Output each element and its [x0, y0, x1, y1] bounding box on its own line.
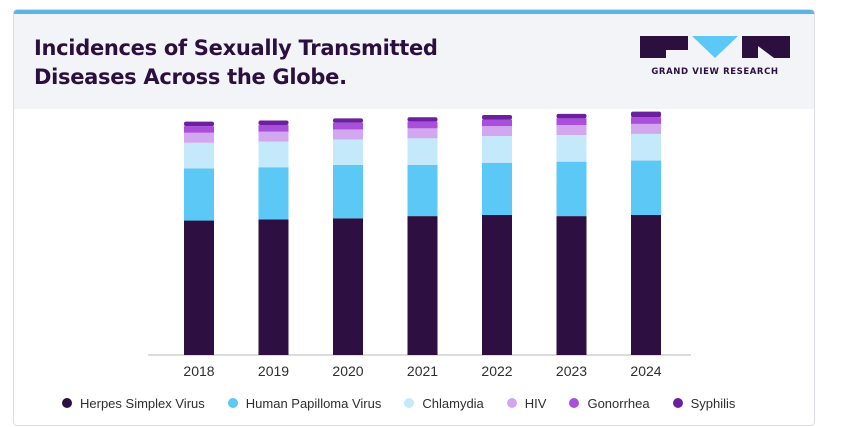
bar-segment-hiv-2022 [482, 126, 512, 137]
logo-left-block [640, 36, 688, 58]
bar-segment-gonorrhea-2022 [482, 119, 512, 127]
legend-label-herpes-simplex-virus: Herpes Simplex Virus [80, 395, 205, 411]
bar-segment-herpes-simplex-virus-2018 [184, 220, 214, 355]
bar-segment-hiv-2020 [333, 129, 363, 140]
bar-segment-human-papilloma-virus-2024 [631, 160, 661, 215]
legend-label-syphilis: Syphilis [690, 395, 736, 411]
bar-segment-chlamydia-2024 [631, 133, 661, 161]
bar-segment-chlamydia-2018 [184, 142, 214, 169]
bar-segment-herpes-simplex-virus-2024 [631, 215, 661, 355]
logo-triangle [692, 36, 738, 58]
bar-segment-herpes-simplex-virus-2022 [482, 215, 512, 355]
chart-legend: Herpes Simplex Virus Human Papilloma Viru… [62, 394, 758, 412]
bar-segment-syphilis-2021 [407, 117, 438, 122]
bar-segment-syphilis-2024 [631, 111, 661, 118]
legend-swatch-chlamydia [404, 398, 415, 408]
bar-segment-chlamydia-2023 [556, 135, 587, 162]
bar-segment-human-papilloma-virus-2020 [333, 165, 363, 219]
legend-label-gonorrhea: Gonorrhea [587, 395, 650, 411]
bar-segment-hiv-2023 [556, 125, 587, 135]
x-tick-label-2019: 2019 [258, 363, 289, 379]
chart-card: Incidences of Sexually Transmitted Disea… [13, 9, 815, 426]
bar-segment-gonorrhea-2023 [556, 118, 587, 125]
legend-swatch-syphilis [672, 398, 683, 408]
bar-segment-herpes-simplex-virus-2021 [407, 216, 438, 355]
bar-segment-syphilis-2020 [333, 118, 363, 123]
legend-swatch-human-papilloma-virus [227, 398, 238, 408]
bar-segment-gonorrhea-2021 [407, 121, 438, 129]
legend-label-chlamydia: Chlamydia [422, 395, 484, 411]
bar-segment-chlamydia-2019 [258, 141, 289, 168]
bar-segment-hiv-2024 [631, 123, 661, 134]
legend-item-hiv: HIV [506, 395, 547, 411]
legend-label-human-papilloma-virus: Human Papilloma Virus [245, 395, 382, 411]
x-tick-label-2022: 2022 [481, 363, 512, 379]
bar-stack-2024 [631, 111, 661, 355]
bar-segment-chlamydia-2020 [333, 139, 363, 165]
legend-swatch-herpes-simplex-virus [62, 398, 72, 408]
x-tick-label-2018: 2018 [183, 363, 214, 379]
bar-segment-syphilis-2018 [184, 121, 214, 127]
bar-segment-syphilis-2019 [258, 120, 289, 125]
legend-item-herpes-simplex-virus: Herpes Simplex Virus [62, 396, 205, 411]
bar-segment-hiv-2021 [407, 128, 438, 139]
bar-segment-herpes-simplex-virus-2023 [556, 216, 587, 355]
brand-name: GRAND VIEW RESEARCH [651, 67, 779, 77]
accent-bar [14, 10, 814, 14]
legend-item-chlamydia: Chlamydia [404, 395, 484, 411]
bar-stack-2022 [482, 115, 512, 355]
bar-stack-2018 [184, 121, 214, 355]
bar-segment-gonorrhea-2024 [631, 117, 661, 124]
bar-segment-syphilis-2022 [482, 115, 512, 120]
chart-title-line-2: Diseases Across the Globe. [34, 65, 347, 89]
bar-segment-gonorrhea-2020 [333, 122, 363, 130]
bar-segment-herpes-simplex-virus-2020 [333, 218, 363, 355]
bar-segment-chlamydia-2022 [482, 136, 512, 163]
x-tick-label-2021: 2021 [407, 363, 438, 379]
bar-segment-gonorrhea-2018 [184, 126, 214, 133]
bar-segment-hiv-2019 [258, 131, 289, 142]
bar-stack-2021 [407, 117, 438, 355]
grand-view-research-logo [640, 36, 790, 58]
x-tick-label-2024: 2024 [630, 363, 661, 379]
bar-segment-hiv-2018 [184, 132, 214, 143]
stacked-bar-chart: 2018 2019 2020 2021 2022 2023 2024 [148, 111, 691, 379]
bar-segment-human-papilloma-virus-2022 [482, 162, 512, 215]
legend-swatch-gonorrhea [569, 398, 580, 408]
legend-item-human-papilloma-virus: Human Papilloma Virus [227, 395, 382, 411]
bar-segment-gonorrhea-2019 [258, 125, 289, 132]
chart-title-line-1: Incidences of Sexually Transmitted [34, 36, 438, 60]
chart-title: Incidences of Sexually Transmitted Disea… [34, 34, 534, 92]
legend-item-syphilis: Syphilis [672, 395, 736, 411]
x-tick-label-2020: 2020 [332, 363, 363, 379]
bar-stack-2019 [258, 120, 289, 355]
bar-segment-human-papilloma-virus-2021 [407, 165, 438, 217]
logo-right-block [742, 36, 790, 58]
bar-stack-2023 [556, 113, 587, 355]
bar-segment-syphilis-2023 [556, 113, 587, 119]
legend-label-hiv: HIV [524, 395, 547, 411]
bar-segment-herpes-simplex-virus-2019 [258, 219, 289, 355]
legend-item-gonorrhea: Gonorrhea [569, 395, 650, 411]
chart-header: Incidences of Sexually Transmitted Disea… [14, 14, 814, 109]
bar-segment-human-papilloma-virus-2023 [556, 161, 587, 217]
x-tick-label-2023: 2023 [556, 363, 587, 379]
bar-segment-human-papilloma-virus-2018 [184, 168, 214, 221]
bar-stack-2020 [333, 118, 363, 355]
bar-segment-human-papilloma-virus-2019 [258, 167, 289, 220]
bar-segment-chlamydia-2021 [407, 138, 438, 165]
legend-swatch-hiv [506, 398, 517, 408]
